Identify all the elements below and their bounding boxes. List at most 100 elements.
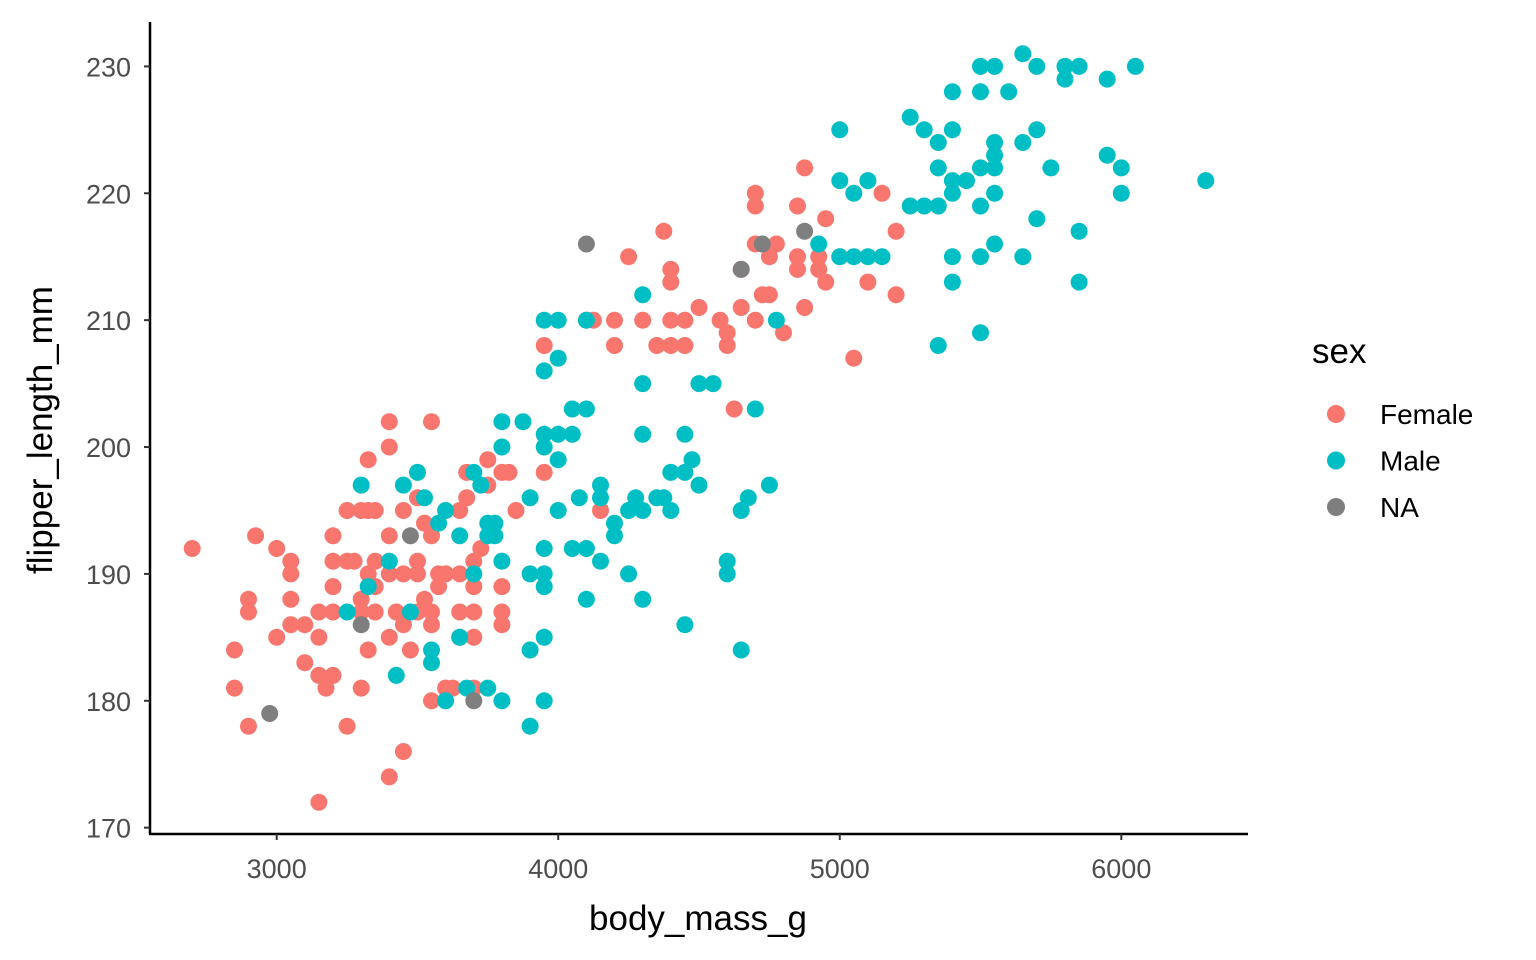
y-axis-title: flipper_length_mm	[21, 286, 60, 574]
point-male-25	[493, 413, 511, 431]
point-male-60	[606, 527, 623, 545]
point-female-35	[359, 565, 377, 583]
point-female-0	[183, 540, 201, 557]
point-male-79	[704, 375, 722, 393]
point-male-102	[929, 134, 947, 151]
point-na-7	[796, 222, 814, 240]
point-male-80	[718, 552, 736, 570]
legend-key-female	[1327, 405, 1345, 423]
point-female-60	[423, 527, 440, 545]
point-female-102	[662, 337, 680, 354]
point-female-125	[796, 159, 814, 177]
point-female-73	[458, 489, 476, 507]
point-male-74	[676, 463, 694, 481]
point-female-100	[662, 273, 680, 291]
point-male-53	[577, 400, 595, 418]
x-tick-label-0: 3000	[247, 854, 307, 884]
point-male-135	[1070, 222, 1088, 240]
legend-label-na: NA	[1380, 492, 1419, 523]
point-male-68	[634, 590, 652, 608]
point-male-4	[387, 666, 405, 684]
point-female-17	[310, 666, 328, 684]
point-female-22	[324, 578, 342, 596]
point-male-40	[535, 578, 553, 596]
point-male-78	[690, 476, 708, 494]
point-male-13	[437, 692, 455, 710]
x-tick-label-3: 6000	[1091, 854, 1151, 884]
point-female-71	[451, 603, 469, 621]
point-male-114	[972, 159, 989, 177]
legend-items: Female Male NA	[1327, 399, 1473, 523]
y-tick-label-1: 180	[86, 687, 131, 717]
point-female-107	[711, 311, 729, 329]
point-male-19	[472, 476, 490, 494]
point-female-23	[324, 603, 342, 621]
point-male-84	[739, 489, 757, 507]
point-male-137	[1098, 70, 1116, 88]
point-male-17	[465, 463, 483, 481]
point-female-52	[401, 641, 419, 659]
legend-item-na: NA	[1327, 492, 1419, 523]
point-male-75	[676, 616, 694, 634]
point-male-138	[1098, 146, 1116, 164]
point-male-1	[352, 476, 370, 494]
point-male-30	[521, 489, 539, 507]
point-female-87	[500, 463, 518, 481]
point-female-121	[775, 324, 792, 342]
point-male-72	[662, 502, 680, 519]
point-male-126	[1014, 134, 1032, 151]
point-female-18	[310, 793, 328, 811]
point-male-54	[577, 540, 595, 557]
point-male-64	[634, 286, 652, 304]
point-female-66	[437, 565, 455, 583]
point-male-120	[986, 146, 1004, 164]
point-female-97	[634, 311, 652, 329]
point-female-128	[810, 260, 828, 278]
point-na-1	[352, 616, 370, 634]
point-female-16	[310, 628, 328, 646]
point-female-124	[789, 260, 806, 278]
point-male-27	[493, 552, 511, 570]
legend-item-female: Female	[1327, 399, 1473, 430]
point-female-120	[767, 235, 785, 253]
point-female-38	[366, 552, 384, 570]
point-male-47	[549, 349, 567, 367]
point-male-37	[535, 438, 553, 456]
point-male-109	[943, 273, 961, 291]
point-male-23	[486, 514, 504, 532]
point-male-59	[606, 514, 623, 532]
point-male-6	[401, 603, 419, 621]
point-male-43	[549, 311, 567, 329]
point-female-75	[465, 552, 483, 570]
point-na-2	[401, 527, 419, 545]
point-male-106	[943, 172, 961, 190]
point-male-42	[535, 692, 553, 710]
point-female-40	[366, 603, 384, 621]
point-male-71	[662, 463, 680, 481]
series-na	[261, 222, 814, 722]
point-female-85	[493, 603, 511, 621]
point-male-29	[514, 413, 532, 431]
point-male-97	[901, 108, 919, 126]
point-male-50	[563, 540, 581, 557]
point-female-12	[282, 616, 300, 634]
point-female-65	[430, 578, 448, 596]
point-male-96	[873, 248, 891, 266]
point-male-107	[943, 184, 961, 202]
point-female-21	[324, 552, 342, 570]
point-female-55	[409, 565, 426, 583]
point-male-11	[430, 514, 448, 532]
point-male-119	[986, 134, 1004, 151]
point-male-33	[521, 717, 539, 735]
point-male-87	[767, 311, 785, 329]
point-male-76	[683, 451, 701, 469]
x-tick-label-1: 4000	[528, 854, 588, 884]
point-male-62	[620, 565, 638, 583]
point-female-80	[472, 540, 490, 557]
point-female-1	[226, 641, 243, 659]
point-male-15	[451, 628, 469, 646]
point-male-7	[409, 463, 426, 481]
x-tick-labels: 3000 4000 5000 6000	[247, 834, 1151, 884]
point-male-83	[732, 641, 750, 659]
point-female-99	[662, 260, 680, 278]
